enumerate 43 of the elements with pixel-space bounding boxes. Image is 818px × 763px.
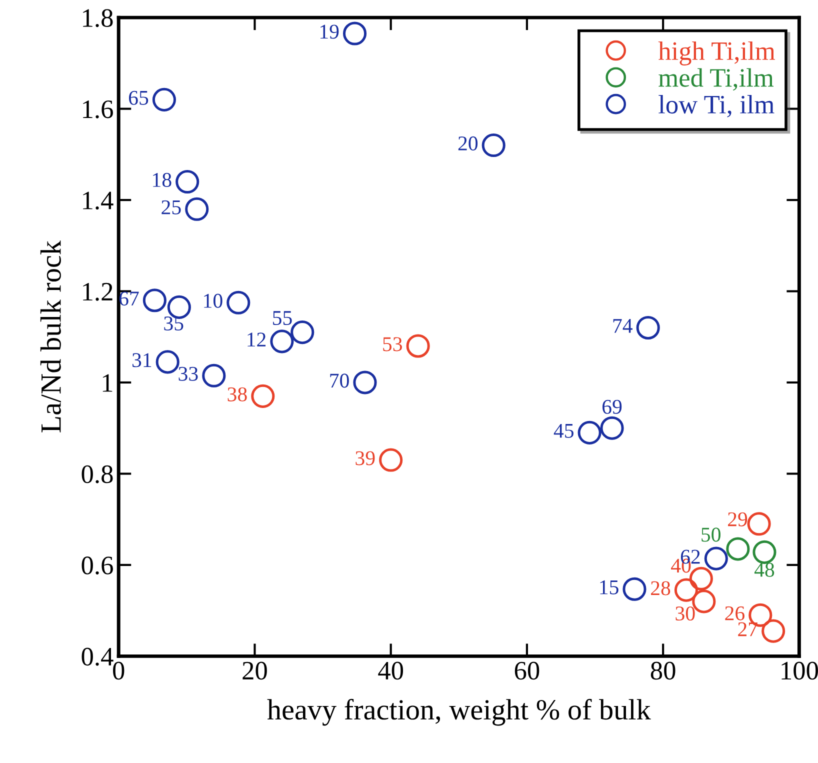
y-axis-title: La/Nd bulk rock <box>40 240 61 432</box>
annotation: 50 <box>702 528 720 542</box>
annotation: 33 <box>178 366 198 381</box>
y-tick-label: 1.6 <box>83 100 113 118</box>
legend-label: low Ti, ilm <box>658 94 774 118</box>
x-tick-label: 20 <box>242 662 267 680</box>
y-tick-label: 1 <box>102 374 112 392</box>
annotation: 10 <box>204 294 222 308</box>
annotation: 29 <box>728 512 748 526</box>
y-tick-label: 0.8 <box>82 465 113 484</box>
annotation: 53 <box>383 337 402 352</box>
annotation: 28 <box>651 581 670 596</box>
annotation: 30 <box>676 606 695 621</box>
y-tick-label: 1.2 <box>83 282 112 301</box>
annotation: 26 <box>725 606 744 620</box>
x-tick-label: 40 <box>378 662 404 680</box>
annotation: 45 <box>554 424 574 438</box>
annotation: 25 <box>162 200 181 214</box>
annotation: 48 <box>754 562 774 577</box>
legend-label: high Ti,ilm <box>658 41 776 66</box>
y-tick-label: 0.6 <box>82 556 113 574</box>
x-tick-label: 0 <box>113 662 124 680</box>
y-tick-label: 0.4 <box>82 648 114 666</box>
x-axis-title: heavy fraction, weight % of bulk <box>267 698 651 726</box>
annotation: 18 <box>153 172 172 187</box>
annotation: 19 <box>320 24 339 39</box>
annotation: 20 <box>458 136 478 150</box>
y-tick-label: 1.8 <box>83 9 113 28</box>
annotation: 69 <box>602 400 622 414</box>
annotation: 12 <box>248 332 266 346</box>
annotation: 74 <box>613 319 632 333</box>
annotation: 70 <box>330 374 349 388</box>
x-tick-label: 100 <box>782 662 818 680</box>
y-tick-label: 1.4 <box>83 192 114 210</box>
annotation: 15 <box>600 580 618 594</box>
x-tick-label: 80 <box>650 662 676 680</box>
annotation: 31 <box>132 353 152 368</box>
legend-label: med Ti,ilm <box>658 68 774 91</box>
annotation: 39 <box>356 451 375 466</box>
x-tick-label: 60 <box>514 662 540 680</box>
annotation: 65 <box>128 90 148 105</box>
annotation: 38 <box>228 387 247 402</box>
annotation: 55 <box>273 311 292 326</box>
